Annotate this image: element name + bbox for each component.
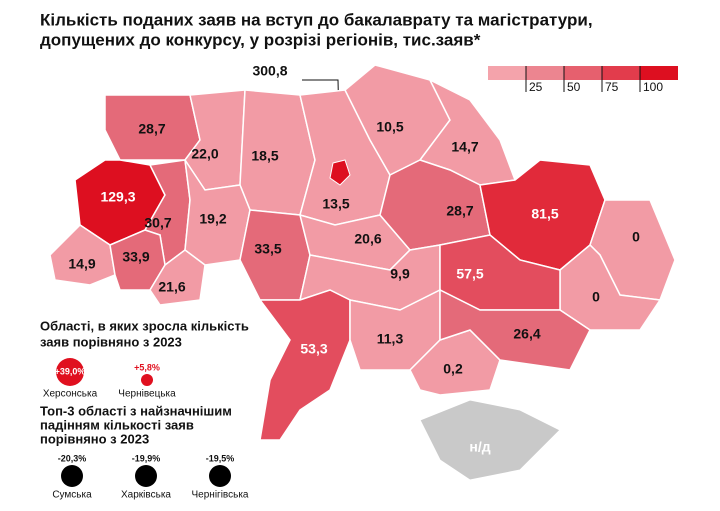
decline-bubble — [135, 465, 157, 487]
region-value: 81,5 — [531, 206, 558, 222]
growth-change: +39,0% — [55, 366, 86, 376]
legend-swatch — [488, 66, 526, 80]
region-value: 9,9 — [390, 266, 410, 282]
region-value: 33,9 — [122, 249, 149, 265]
region-value: 19,2 — [199, 211, 226, 227]
region-value: 33,5 — [254, 241, 281, 257]
decline-change: -20,3% — [58, 453, 87, 463]
region-name: Харківська — [121, 490, 171, 501]
growth-bubble — [141, 374, 153, 386]
region-value: 28,7 — [446, 203, 473, 219]
region-name: Чернівецька — [118, 389, 176, 400]
title: допущених до конкурсу, у розрізі регіоні… — [40, 30, 481, 49]
region-value: 20,6 — [354, 231, 381, 247]
region — [439, 288, 591, 371]
decline-change: -19,5% — [206, 453, 235, 463]
crimea — [419, 399, 561, 481]
region-value: 0 — [592, 289, 600, 305]
region-value: 53,3 — [300, 341, 327, 357]
crimea-label: н/д — [469, 439, 490, 455]
region-value: 18,5 — [251, 148, 278, 164]
region-value: 0,2 — [443, 361, 463, 377]
region-value: 10,5 — [376, 119, 403, 135]
region-value: 14,9 — [68, 256, 95, 272]
region-name: Сумська — [52, 490, 92, 501]
legend-tick-label: 100 — [643, 80, 663, 94]
growth-bubble — [56, 358, 84, 386]
legend-swatch — [564, 66, 602, 80]
growth-change: +5,8% — [134, 362, 160, 372]
region-name: Чернігівська — [192, 490, 249, 501]
decline-bubble — [209, 465, 231, 487]
title: Кількість поданих заяв на вступ до бакал… — [40, 10, 593, 29]
region-value: 57,5 — [456, 266, 483, 282]
legend-tick-label: 50 — [567, 80, 581, 94]
region-value: 30,7 — [144, 215, 171, 231]
legend-tick-label: 25 — [529, 80, 543, 94]
region-value: 13,5 — [322, 196, 349, 212]
section-title: Області, в яких зросла кількість — [40, 318, 249, 333]
legend-tick-label: 75 — [605, 80, 619, 94]
legend-swatch — [602, 66, 640, 80]
decline-bubble — [61, 465, 83, 487]
legend-swatch — [640, 66, 678, 80]
region-value: 28,7 — [138, 121, 165, 137]
region-value: 21,6 — [158, 279, 185, 295]
section-title: Топ-3 області з найзначнішим — [40, 403, 232, 418]
section-title: падінням кількості заяв — [40, 417, 194, 432]
region-value: 26,4 — [513, 326, 540, 342]
section-title: заяв порівняно з 2023 — [40, 334, 182, 349]
legend-swatch — [526, 66, 564, 80]
region-value: 129,3 — [100, 189, 135, 205]
decline-change: -19,9% — [132, 453, 161, 463]
region-value: 14,7 — [451, 139, 478, 155]
kyiv-city-value: 300,8 — [252, 63, 287, 79]
region — [258, 289, 351, 441]
region-name: Херсонська — [43, 389, 98, 400]
region — [149, 249, 206, 306]
region-value: 11,3 — [377, 331, 404, 347]
region-value: 22,0 — [191, 146, 218, 162]
section-title: порівняно з 2023 — [40, 431, 149, 446]
region-value: 0 — [632, 229, 640, 245]
kyiv-city — [329, 159, 351, 186]
